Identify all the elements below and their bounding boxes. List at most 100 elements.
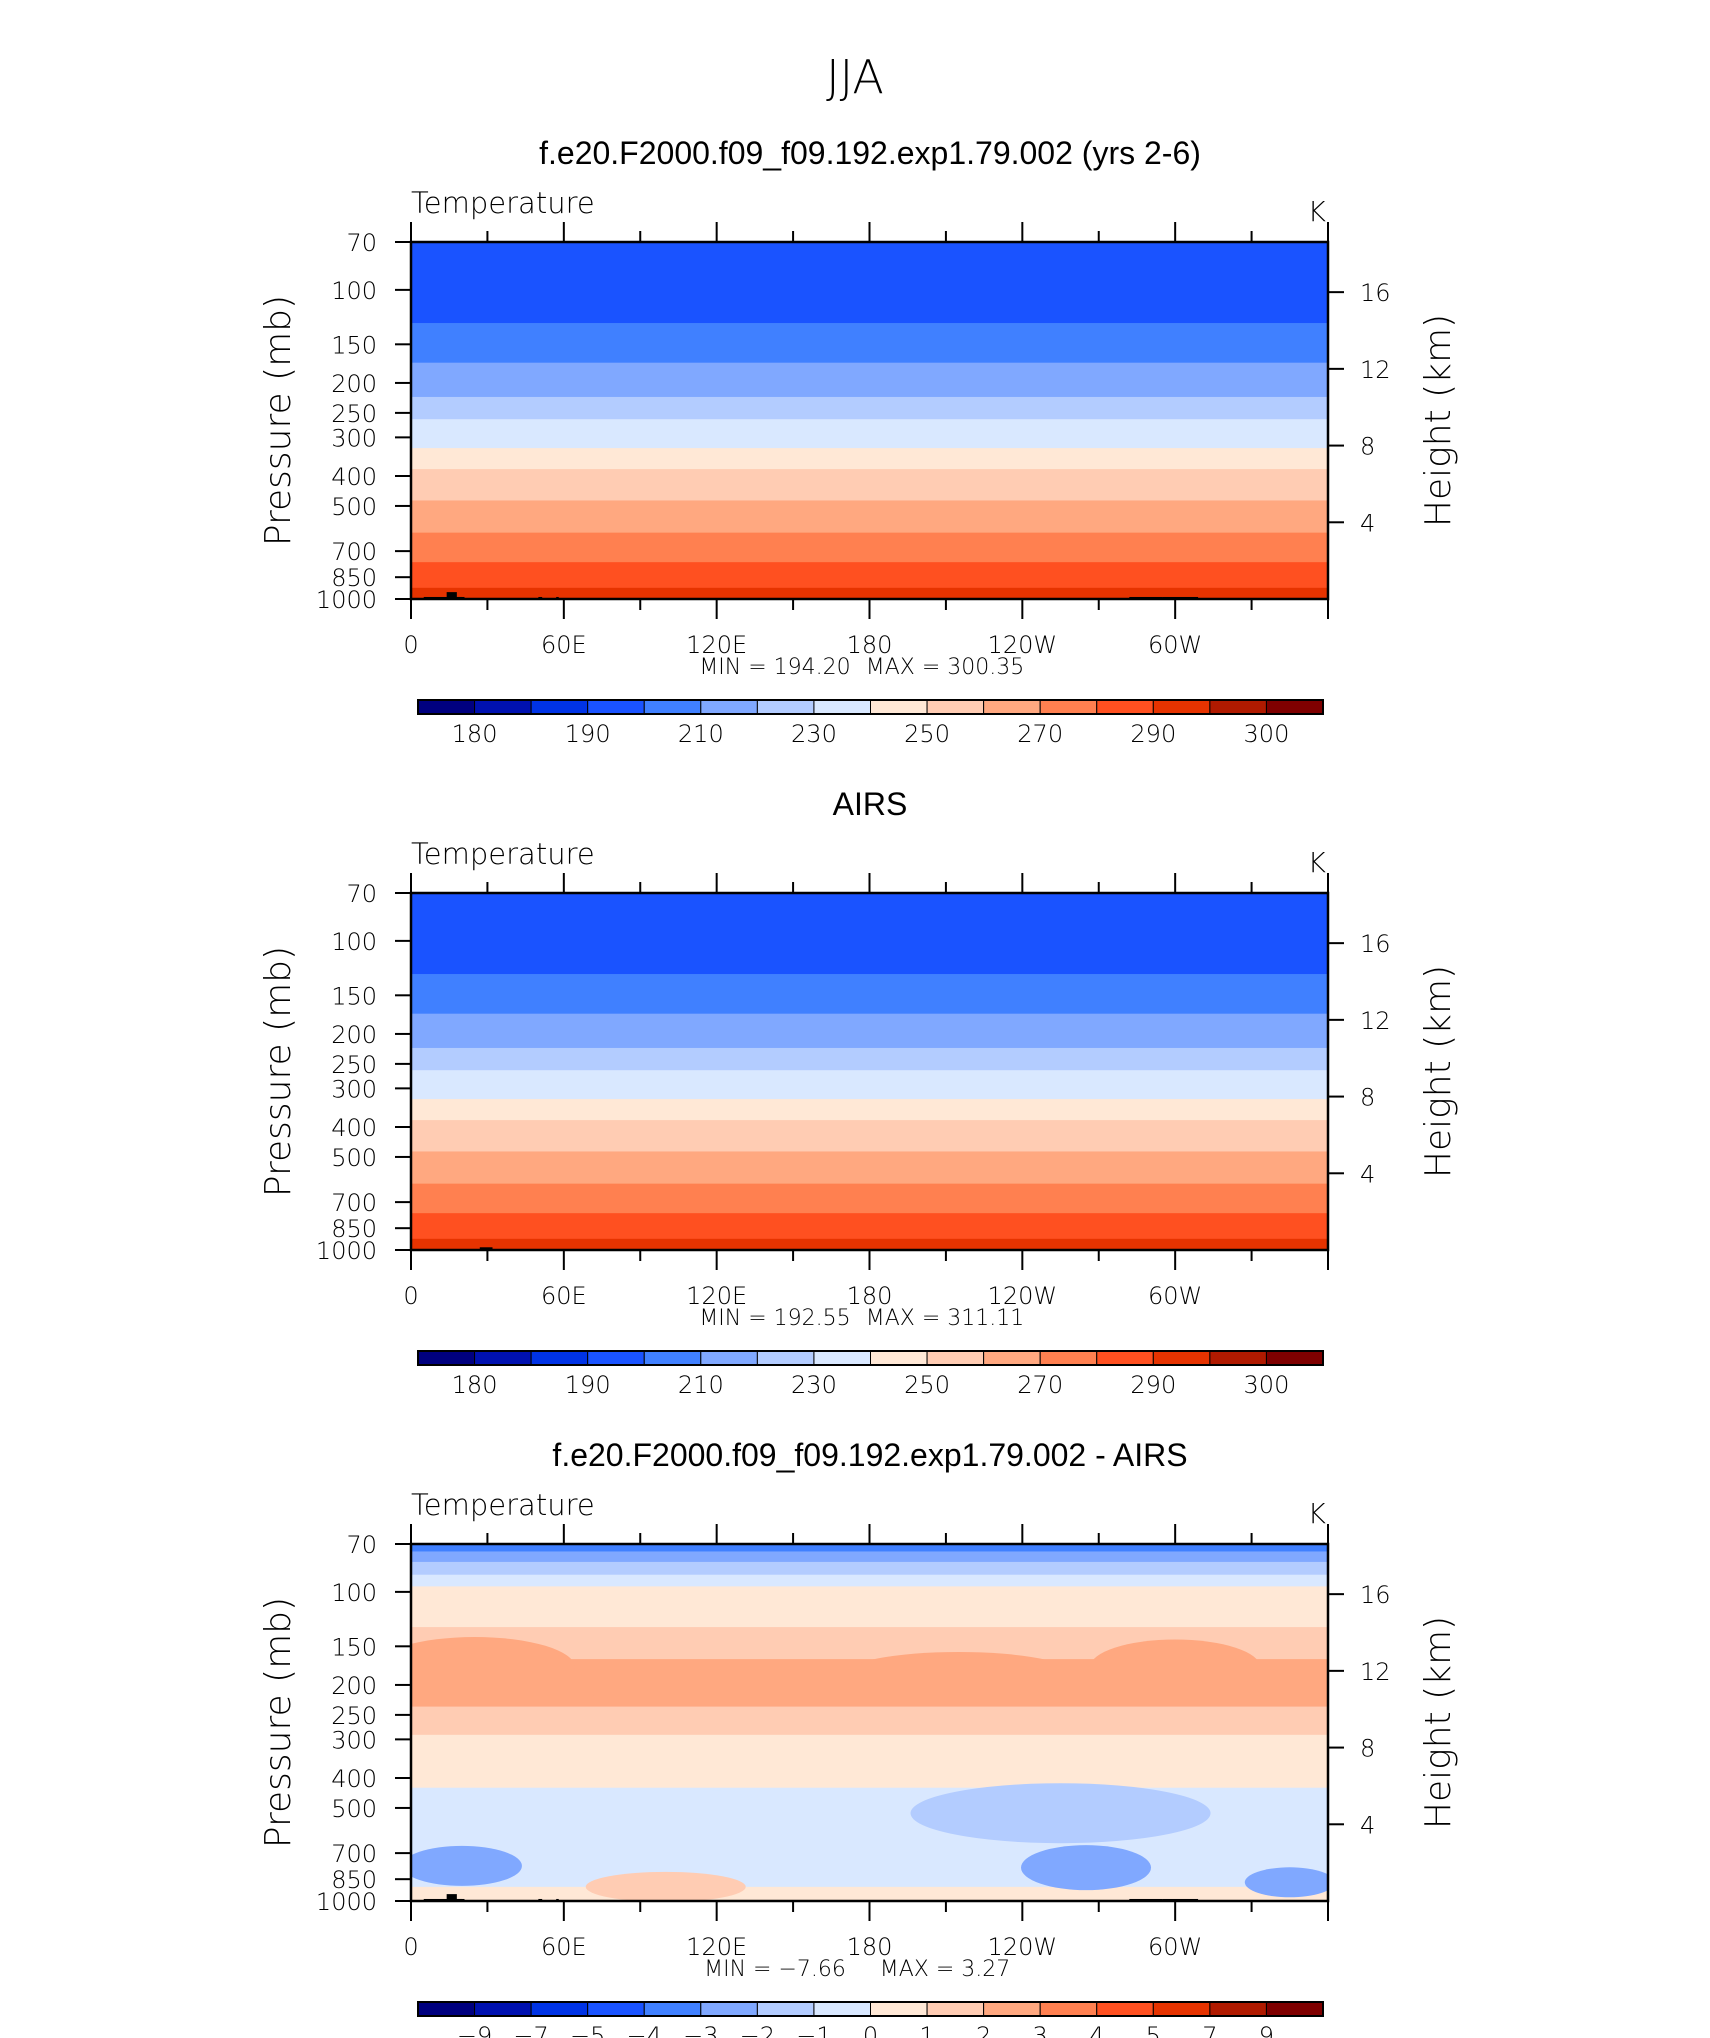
- panel-left-label: Temperature: [411, 1488, 595, 1522]
- y-right-tick-label: 12: [1360, 356, 1391, 384]
- colorbar-swatch: [530, 1350, 589, 1366]
- colorbar-frame: [417, 2001, 1324, 2017]
- colorbar-frame: [417, 699, 1324, 715]
- contour-band: [411, 242, 1328, 324]
- y-right-tick-label: 4: [1360, 509, 1375, 537]
- colorbar-swatch: [587, 2001, 645, 2017]
- colorbar-label: 9: [1259, 2022, 1274, 2038]
- y-tick-label: 400: [331, 1765, 377, 1793]
- colorbar-swatch: [1152, 2001, 1211, 2017]
- y-tick-label: 400: [331, 1114, 377, 1142]
- colorbar-swatch: [587, 1350, 645, 1366]
- x-tick-label: 120E: [686, 1933, 747, 1961]
- colorbar-swatch: [1265, 2001, 1324, 2017]
- colorbar-swatch: [1096, 699, 1154, 715]
- panel-1: f.e20.F2000.f09_f09.192.exp1.79.002 (yrs…: [258, 135, 1459, 748]
- y-tick-label: 150: [331, 331, 377, 359]
- panel-right-label: K: [1308, 1497, 1327, 1530]
- contour-band: [411, 1864, 1328, 1888]
- contour-field: [411, 893, 1328, 1250]
- colorbar-label: 290: [1130, 720, 1176, 748]
- contour-blob: [411, 1845, 522, 1886]
- contour-band: [411, 448, 1328, 470]
- contour-band: [411, 1070, 1328, 1100]
- colorbar-swatch: [870, 2001, 928, 2017]
- y-tick-label: 100: [331, 1579, 377, 1607]
- y-tick-label: 500: [331, 1144, 377, 1172]
- colorbar-label: 300: [1244, 1371, 1290, 1399]
- colorbar-swatch: [1152, 699, 1211, 715]
- colorbar-label: 2: [976, 2022, 991, 2038]
- y-tick-label: 700: [331, 1840, 377, 1868]
- colorbar-label: 210: [678, 1371, 724, 1399]
- y-tick-label: 250: [331, 1702, 377, 1730]
- contour-band: [411, 362, 1328, 398]
- colorbar-swatch: [1039, 1350, 1098, 1366]
- y-tick-label: 500: [331, 493, 377, 521]
- colorbar-swatch: [474, 699, 532, 715]
- colorbar-swatch: [1209, 699, 1267, 715]
- colorbar-swatch: [1039, 2001, 1098, 2017]
- contour-band: [411, 532, 1328, 563]
- panel-title: f.e20.F2000.f09_f09.192.exp1.79.002 - AI…: [552, 1437, 1187, 1473]
- y-tick-label: 700: [331, 1189, 377, 1217]
- y-tick-label: 850: [331, 1866, 377, 1894]
- contour-blob: [1244, 1867, 1328, 1898]
- y-right-tick-label: 4: [1360, 1811, 1375, 1839]
- colorbar-label: −4: [627, 2022, 662, 2038]
- y-tick-label: 850: [331, 1215, 377, 1243]
- y-tick-label: 400: [331, 463, 377, 491]
- colorbar-swatch: [983, 699, 1041, 715]
- x-tick-label: 180: [847, 1933, 893, 1961]
- colorbar-swatch: [1096, 1350, 1154, 1366]
- contour-band: [411, 396, 1328, 420]
- y-right-tick-label: 12: [1360, 1007, 1391, 1035]
- contour-band: [411, 1238, 1328, 1250]
- y-tick-label: 70: [346, 229, 377, 257]
- y-right-tick-label: 16: [1360, 1581, 1391, 1609]
- y-tick-label: 300: [331, 424, 377, 452]
- colorbar-label: 270: [1017, 1371, 1063, 1399]
- x-tick-label: 60W: [1148, 1282, 1202, 1310]
- y-axis-title: Pressure (mb): [258, 1597, 299, 1848]
- contour-blob: [582, 1664, 723, 1705]
- y-tick-label: 150: [331, 1633, 377, 1661]
- y-tick-label: 1000: [316, 586, 377, 614]
- x-tick-label: 60W: [1148, 631, 1202, 659]
- x-tick-label: 0: [403, 631, 418, 659]
- colorbar-label: 250: [904, 1371, 950, 1399]
- contour-blob: [1090, 1639, 1261, 1695]
- colorbar-label: 190: [565, 1371, 611, 1399]
- colorbar-label: 250: [904, 720, 950, 748]
- panel-right-label: K: [1308, 195, 1327, 228]
- min-label: MIN = 194.20: [699, 655, 850, 680]
- contour-blob: [910, 1783, 1211, 1844]
- contour-band: [411, 1151, 1328, 1185]
- colorbar-label: 230: [791, 720, 837, 748]
- y-tick-label: 700: [331, 538, 377, 566]
- panel-right-label: K: [1308, 846, 1327, 879]
- contour-band: [411, 1013, 1328, 1049]
- y-tick-label: 70: [346, 1531, 377, 1559]
- panel-title: f.e20.F2000.f09_f09.192.exp1.79.002 (yrs…: [539, 135, 1201, 171]
- colorbar-swatch: [813, 1350, 871, 1366]
- x-tick-label: 60W: [1148, 1933, 1202, 1961]
- colorbar-swatch: [417, 699, 476, 715]
- contour-field: [411, 242, 1328, 599]
- contour-band: [411, 1213, 1328, 1240]
- colorbar-label: 290: [1130, 1371, 1176, 1399]
- contour-band: [411, 562, 1328, 589]
- colorbar-label: −2: [740, 2022, 775, 2038]
- colorbar-swatch: [983, 1350, 1041, 1366]
- contour-band: [411, 1574, 1328, 1587]
- colorbar-swatch: [813, 699, 871, 715]
- contour-blob: [583, 1788, 1004, 1859]
- colorbar-swatch: [700, 2001, 758, 2017]
- topography: [446, 1894, 457, 1901]
- x-tick-label: 60E: [541, 1282, 587, 1310]
- min-label: MIN = 192.55: [699, 1306, 850, 1331]
- y-right-tick-label: 4: [1360, 1160, 1375, 1188]
- y-tick-label: 300: [331, 1075, 377, 1103]
- panel-title: AIRS: [833, 786, 908, 822]
- y-tick-label: 500: [331, 1795, 377, 1823]
